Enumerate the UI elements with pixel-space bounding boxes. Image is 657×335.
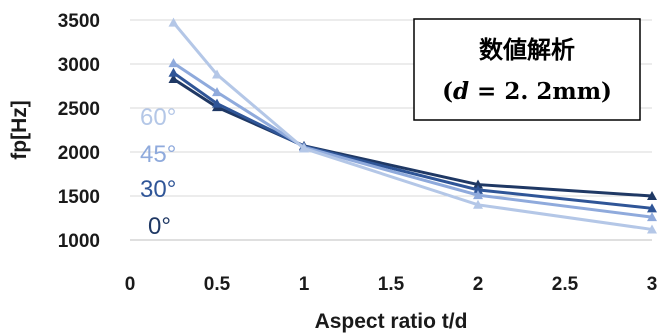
x-tick-label: 2.5 [552,274,579,295]
data-point [168,73,179,83]
data-point [212,87,222,97]
y-tick-label: 3500 [58,11,100,32]
x-tick-label: 1 [299,274,310,295]
data-point [168,67,179,77]
data-point [647,212,657,222]
data-point [212,69,222,79]
data-point [212,98,222,108]
x-tick-label: 0 [125,274,136,295]
series-group [168,17,657,234]
y-tick-label: 3000 [58,55,100,76]
annotation-title: 数値解析 [479,36,575,64]
data-point [473,190,483,200]
annotation-box: 数値解析 (d = 2. 2mm) [413,18,641,121]
x-axis-label: Aspect ratio t/d [315,310,468,333]
data-point [647,191,657,200]
x-tick-label: 0.5 [204,274,231,295]
data-point [473,179,483,189]
y-tick-label: 1500 [58,187,100,208]
data-point [473,184,483,194]
data-point [168,58,179,68]
series-label-30: 30° [140,176,176,203]
series-label-0: 0° [148,213,171,240]
data-point [647,224,657,234]
series-label-60: 60° [140,104,176,131]
x-tick-label: 2 [473,274,484,295]
series-labels: 60° 45° 30° 0° [140,104,176,240]
data-point [168,17,179,27]
x-tick-label: 1.5 [378,274,405,295]
y-tick-label: 2500 [58,99,100,120]
y-tick-label: 2000 [58,143,100,164]
y-tick-label: 1000 [58,231,100,252]
annotation-formula: (d = 2. 2mm) [442,78,612,105]
series-label-45: 45° [140,141,176,168]
data-point [299,143,309,153]
series-3 [168,17,657,234]
y-axis-label: fp[Hz] [8,100,31,159]
data-point [473,199,483,209]
x-tick-label: 3 [647,274,657,295]
data-point [647,203,657,213]
tick-labels: 1000 1500 2000 2500 3000 3500 0 0.5 1 1.5 2 2.5 3 [58,11,657,295]
